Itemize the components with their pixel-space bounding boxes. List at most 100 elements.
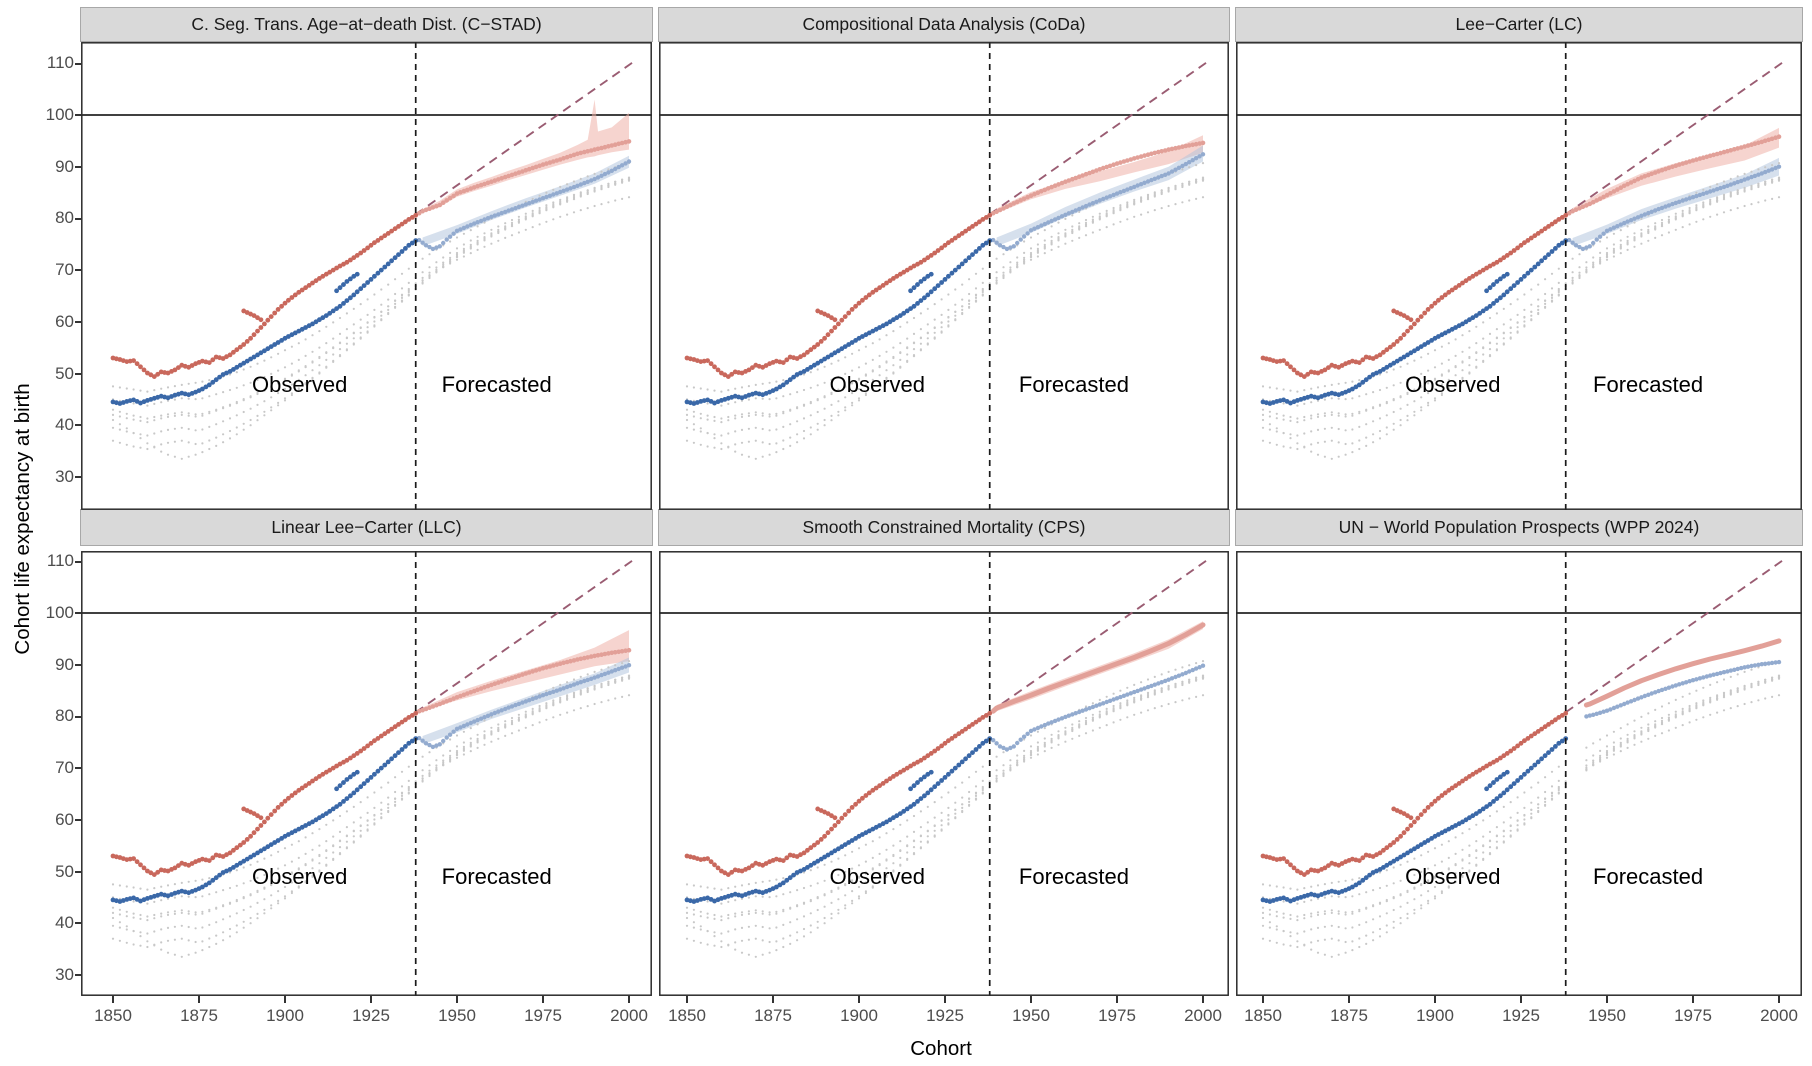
x-axis-title: Cohort [910,1037,972,1060]
x-tick-label: 1950 [438,1006,476,1025]
panel-border [1236,551,1802,996]
forecasted-label: Forecasted [1593,372,1703,397]
male-outlier-point [928,271,934,277]
female-outlier-point [258,317,264,323]
male-outlier-point [915,780,920,785]
y-tick-label: 70 [55,260,74,279]
y-tick-mark [75,321,81,323]
observed-series [684,212,993,406]
y-tick-label: 50 [55,862,74,881]
male-outlier-point [354,271,360,277]
trend-dashed-line [1565,557,1787,714]
panel-plot-lc: Observed Forecasted [1236,42,1802,510]
male-outlier-point [908,786,913,792]
x-tick-label: 1900 [1416,1006,1454,1025]
forecasted-label: Forecasted [442,372,552,397]
trend-dashed-line [1565,59,1787,216]
x-tick-mark [1434,996,1436,1003]
y-tick-mark [75,871,81,873]
x-tick-label: 1900 [840,1006,878,1025]
y-tick-label: 30 [55,467,74,486]
y-tick-label: 110 [46,53,74,72]
y-tick-mark [75,218,81,220]
x-tick-mark [772,996,774,1003]
panel-title: Compositional Data Analysis (CoDa) [802,14,1086,34]
y-tick-label: 110 [46,551,74,570]
forecast-series [990,622,1206,752]
female-outlier-point [829,315,834,321]
female-outlier-point [825,313,831,318]
y-tick-label: 40 [55,415,74,434]
forecast-band [422,99,629,213]
forecast-series [1583,638,1782,719]
y-tick-mark [75,269,81,271]
panel-strip-lc: Lee−Carter (LC) [1235,7,1803,42]
panel-chart-svg: Observed Forecasted [1236,42,1802,510]
y-tick-label: 90 [55,655,74,674]
y-tick-mark [75,716,81,718]
x-tick-label: 1975 [524,1006,562,1025]
female-outlier-point [1408,317,1414,323]
gray-countries-series [685,660,1205,958]
x-tick-label: 1925 [1502,1006,1540,1025]
forecast-series [1566,134,1782,252]
panel-title: UN − World Population Prospects (WPP 202… [1338,517,1700,537]
x-tick-mark [542,996,544,1003]
x-tick-mark [628,996,630,1003]
panel-title: Linear Lee−Carter (LLC) [271,517,462,537]
x-tick-mark [1778,996,1780,1003]
gray-countries-series [1261,660,1781,958]
female-outlier-point [825,811,831,816]
observed-label: Observed [830,372,925,397]
observed-series [110,710,419,904]
y-tick-mark [75,612,81,614]
gray-countries-series [111,660,631,958]
male-outlier-point [915,282,920,287]
y-tick-mark [75,166,81,168]
x-tick-label: 1875 [180,1006,218,1025]
y-tick-mark [75,819,81,821]
panel-title: Lee−Carter (LC) [1455,14,1583,34]
female-outlier-point [251,811,257,816]
male-outlier-point [1494,279,1500,284]
male-outlier-point [925,273,931,279]
female-outlier-point [1408,815,1414,821]
male-outlier-point [1484,786,1489,792]
observed-series [684,710,993,904]
panel-strip-coda: Compositional Data Analysis (CoDa) [658,7,1230,42]
panel-border [659,551,1229,996]
forecasted-label: Forecasted [1019,864,1129,889]
male-outlier-point [911,285,917,291]
female-outlier-point [258,815,264,821]
male-outlier-point [1491,282,1496,287]
x-tick-mark [456,996,458,1003]
female-outlier-point [255,813,260,819]
male-outlier-point [347,276,353,282]
forecasted-label: Forecasted [442,864,552,889]
y-tick-label: 40 [55,913,74,932]
male-outlier-point [347,774,353,780]
panel-strip-cps: Smooth Constrained Mortality (CPS) [658,509,1230,546]
forecast-band [996,135,1203,214]
y-tick-mark [75,63,81,65]
observed-series [110,212,419,406]
x-tick-label: 2000 [610,1006,648,1025]
female-outlier-point [1401,811,1407,816]
panel-chart-svg: Observed Forecasted [81,551,652,996]
x-tick-label: 2000 [1184,1006,1222,1025]
observed-label: Observed [252,372,347,397]
male-outlier-point [344,777,350,782]
female-outlier-point [829,813,834,819]
forecast-series [416,647,632,750]
trend-dashed-line [415,557,637,714]
y-tick-label: 80 [55,208,74,227]
panel-strip-wpp: UN − World Population Prospects (WPP 202… [1235,509,1803,546]
y-tick-label: 100 [45,105,74,124]
male-outlier-point [921,276,927,282]
x-tick-mark [1692,996,1694,1003]
panel-plot-cstad: Observed Forecasted [81,42,652,510]
x-tick-mark [1262,996,1264,1003]
y-tick-mark [75,922,81,924]
male-outlier-point [1504,769,1510,775]
forecast-band [1572,127,1779,214]
